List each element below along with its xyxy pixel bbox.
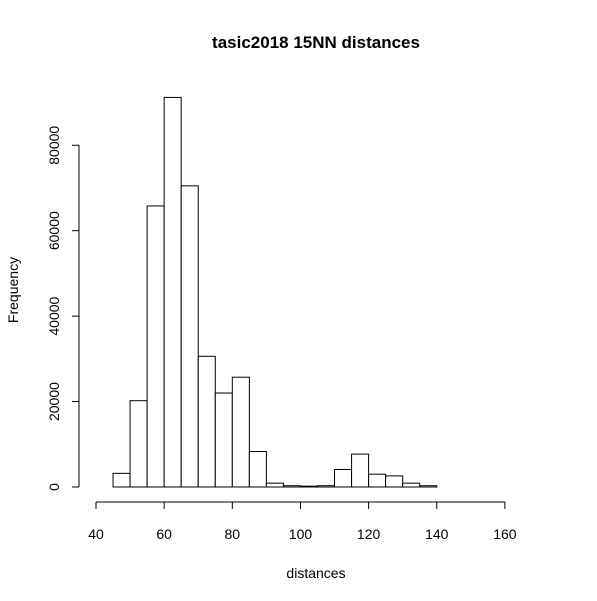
histogram-bar-18 [419, 485, 438, 488]
histogram-bar-16 [385, 475, 404, 488]
y-tick-label: 0 [46, 483, 62, 491]
y-tick-label: 20000 [46, 382, 62, 421]
histogram-bar-3 [163, 96, 182, 488]
histogram-bar-4 [180, 185, 199, 488]
x-tick-label: 80 [225, 526, 241, 542]
histogram-bar-1 [129, 400, 148, 488]
x-tick-label: 60 [156, 526, 172, 542]
x-tick-label: 140 [425, 526, 449, 542]
histogram-bar-15 [368, 473, 387, 488]
y-axis-label: Frequency [5, 257, 21, 323]
histogram-bar-8 [248, 451, 267, 488]
x-tick-label: 160 [493, 526, 517, 542]
y-axis: 0 20000 40000 60000 80000 [46, 126, 80, 491]
histogram-bar-12 [317, 485, 336, 488]
histogram-bar-17 [402, 482, 421, 488]
histogram-bar-5 [197, 355, 216, 488]
histogram-bar-14 [351, 453, 370, 488]
x-axis: 40 60 80 100 120 140 160 [88, 501, 517, 542]
histogram-bar-6 [214, 392, 233, 488]
x-tick-label: 40 [88, 526, 104, 542]
x-tick-label: 120 [357, 526, 381, 542]
histogram-bar-0 [112, 472, 131, 488]
x-tick-label: 100 [289, 526, 313, 542]
y-tick-label: 80000 [46, 126, 62, 165]
histogram-bar-9 [265, 482, 284, 488]
y-tick-label: 60000 [46, 211, 62, 250]
histogram-bar-2 [146, 205, 165, 488]
x-axis-label: distances [286, 565, 345, 581]
histogram-bar-11 [299, 485, 318, 488]
y-tick-label: 40000 [46, 296, 62, 335]
histogram-bar-10 [282, 485, 301, 488]
histogram-bar-13 [334, 468, 353, 488]
chart-title: tasic2018 15NN distances [212, 33, 420, 52]
histogram-bar-7 [231, 376, 250, 488]
histogram-bars [112, 96, 438, 488]
